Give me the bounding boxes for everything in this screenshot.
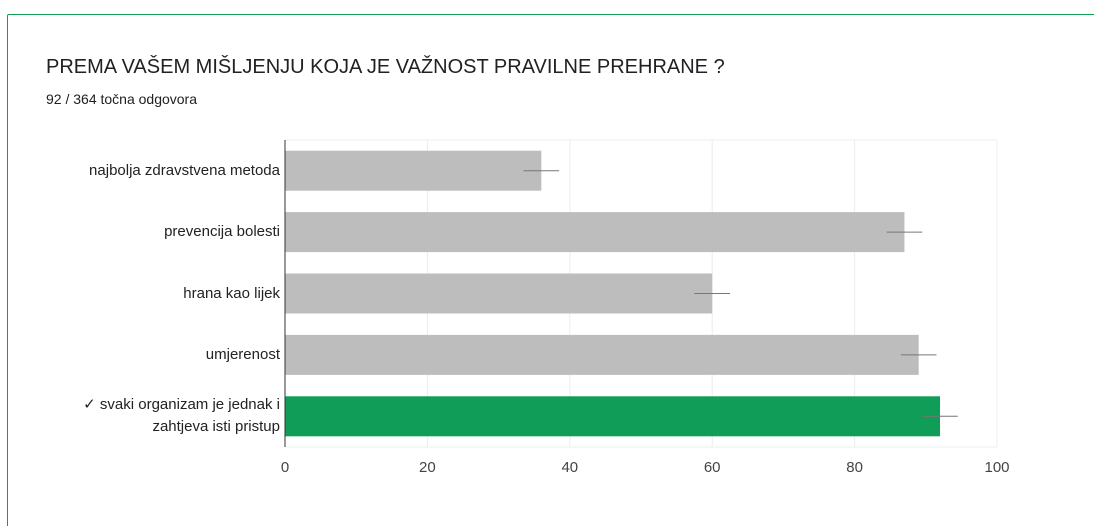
y-tick-label: umjerenost xyxy=(205,345,280,363)
card-border xyxy=(7,14,1094,526)
bar xyxy=(285,273,713,314)
x-tick-label: 0 xyxy=(281,459,289,476)
y-tick-label: ✓ svaki organizam je jednak i zahtjeva i… xyxy=(83,396,280,436)
y-tick-label: hrana kao lijek xyxy=(183,284,280,302)
bar xyxy=(285,150,542,191)
x-tick-label: 80 xyxy=(846,459,863,476)
bar xyxy=(285,396,941,437)
bar xyxy=(285,334,919,375)
x-tick-label: 60 xyxy=(704,459,721,476)
bar xyxy=(285,212,905,253)
y-tick-label: najbolja zdravstvena metoda xyxy=(89,161,280,179)
x-tick-label: 40 xyxy=(561,459,578,476)
chart-title: PREMA VAŠEM MIŠLJENJU KOJA JE VAŽNOST PR… xyxy=(46,56,725,78)
chart-subtitle: 92 / 364 točna odgovora xyxy=(46,91,198,107)
y-tick-label: prevencija bolesti xyxy=(164,223,280,241)
x-tick-label: 100 xyxy=(984,459,1009,476)
x-tick-label: 20 xyxy=(419,459,436,476)
